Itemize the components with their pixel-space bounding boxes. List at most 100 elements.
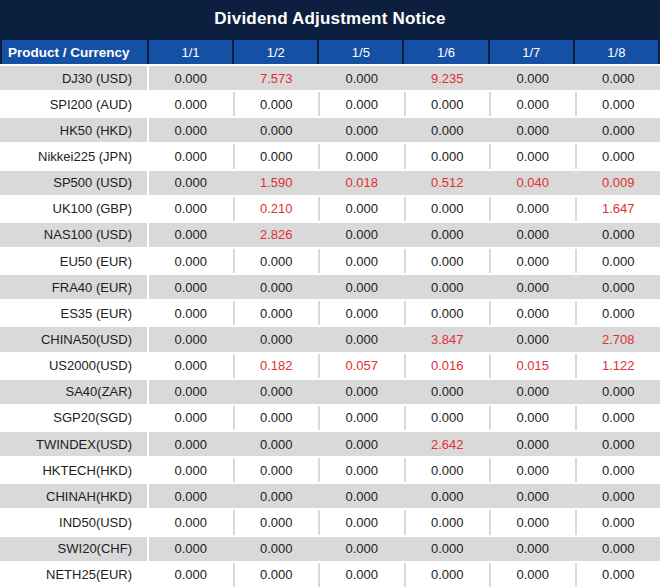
- dividend-value-cell: 0.000: [318, 275, 404, 299]
- table-row: UK100 (GBP)0.0000.2100.0000.0000.0001.64…: [0, 195, 660, 221]
- table-row: ES35 (EUR)0.0000.0000.0000.0000.0000.000: [0, 299, 660, 325]
- table-row: SPI200 (AUD)0.0000.0000.0000.0000.0000.0…: [0, 90, 660, 116]
- dividend-value-cell: 0.000: [147, 563, 233, 587]
- dividend-value-cell: 3.847: [404, 327, 490, 351]
- dividend-value-cell: 0.040: [489, 171, 575, 195]
- dividend-value-cell: 0.000: [233, 249, 319, 273]
- dividend-value-cell: 0.000: [404, 275, 490, 299]
- dividend-value-cell: 0.000: [147, 537, 233, 561]
- dividend-value-cell: 0.000: [318, 223, 404, 247]
- dividend-value-cell: 0.000: [489, 118, 575, 142]
- product-name: HK50 (HKD): [0, 118, 147, 142]
- dividend-value-cell: 0.000: [318, 92, 404, 116]
- dividend-value-cell: 0.000: [147, 92, 233, 116]
- dividend-value-cell: 0.000: [147, 458, 233, 482]
- table-row: SWI20(CHF)0.0000.0000.0000.0000.0000.000: [0, 535, 660, 561]
- dividend-value-cell: 0.000: [318, 118, 404, 142]
- dividend-value-cell: 0.512: [404, 171, 490, 195]
- dividend-value-cell: 0.000: [318, 327, 404, 351]
- dividend-value-cell: 0.000: [489, 537, 575, 561]
- table-row: TWINDEX(USD)0.0000.0000.0002.6420.0000.0…: [0, 430, 660, 456]
- dividend-value-cell: 0.000: [233, 406, 319, 430]
- column-header-date-1: 1/1: [149, 40, 232, 64]
- dividend-value-cell: 0.000: [233, 458, 319, 482]
- dividend-value-cell: 0.000: [147, 432, 233, 456]
- dividend-value-cell: 0.000: [489, 484, 575, 508]
- table-row: IND50(USD)0.0000.0000.0000.0000.0000.000: [0, 508, 660, 534]
- product-name: NAS100 (USD): [0, 223, 147, 247]
- product-name: Nikkei225 (JPN): [0, 144, 147, 168]
- dividend-value-cell: 0.000: [318, 406, 404, 430]
- dividend-value-cell: 0.000: [489, 66, 575, 90]
- dividend-value-cell: 0.000: [404, 458, 490, 482]
- column-header-date-6: 1/8: [575, 40, 658, 64]
- dividend-value-cell: 0.000: [233, 484, 319, 508]
- dividend-value-cell: 0.000: [233, 563, 319, 587]
- product-name: HKTECH(HKD): [0, 458, 147, 482]
- product-name: SA40(ZAR): [0, 380, 147, 404]
- table-row: SP500 (USD)0.0001.5900.0180.5120.0400.00…: [0, 169, 660, 195]
- product-name: CHINA50(USD): [0, 327, 147, 351]
- dividend-value-cell: 0.000: [489, 327, 575, 351]
- column-header-date-4: 1/6: [404, 40, 487, 64]
- column-header-date-3: 1/5: [319, 40, 402, 64]
- dividend-value-cell: 0.000: [489, 510, 575, 534]
- dividend-value-cell: 0.000: [489, 432, 575, 456]
- dividend-value-cell: 1.122: [575, 354, 660, 378]
- dividend-value-cell: 0.000: [489, 197, 575, 221]
- dividend-value-cell: 0.000: [233, 327, 319, 351]
- column-header-product-currency: Product / Currency: [2, 40, 147, 64]
- table-body: DJ30 (USD)0.0007.5730.0009.2350.0000.000…: [0, 64, 660, 587]
- product-name: ES35 (EUR): [0, 301, 147, 325]
- product-name: US2000(USD): [0, 354, 147, 378]
- dividend-value-cell: 0.000: [318, 537, 404, 561]
- product-name: SP500 (USD): [0, 171, 147, 195]
- table-row: HK50 (HKD)0.0000.0000.0000.0000.0000.000: [0, 116, 660, 142]
- dividend-value-cell: 0.009: [575, 171, 660, 195]
- dividend-value-cell: 0.000: [489, 249, 575, 273]
- dividend-value-cell: 0.000: [575, 144, 660, 168]
- dividend-value-cell: 0.000: [489, 144, 575, 168]
- dividend-value-cell: 0.000: [318, 458, 404, 482]
- table-row: Nikkei225 (JPN)0.0000.0000.0000.0000.000…: [0, 142, 660, 168]
- dividend-value-cell: 0.000: [575, 458, 660, 482]
- dividend-value-cell: 0.000: [489, 301, 575, 325]
- table-row: CHINAH(HKD)0.0000.0000.0000.0000.0000.00…: [0, 482, 660, 508]
- dividend-value-cell: 0.000: [147, 144, 233, 168]
- dividend-value-cell: 0.016: [404, 354, 490, 378]
- table-row: NETH25(EUR)0.0000.0000.0000.0000.0000.00…: [0, 561, 660, 587]
- dividend-value-cell: 0.000: [404, 537, 490, 561]
- dividend-value-cell: 0.000: [147, 118, 233, 142]
- product-name: UK100 (GBP): [0, 197, 147, 221]
- dividend-value-cell: 0.000: [147, 406, 233, 430]
- dividend-value-cell: 0.000: [318, 432, 404, 456]
- dividend-value-cell: 2.642: [404, 432, 490, 456]
- dividend-value-cell: 0.000: [233, 432, 319, 456]
- table-row: HKTECH(HKD)0.0000.0000.0000.0000.0000.00…: [0, 456, 660, 482]
- dividend-value-cell: 0.000: [575, 380, 660, 404]
- table-row: SGP20(SGD)0.0000.0000.0000.0000.0000.000: [0, 404, 660, 430]
- dividend-value-cell: 0.000: [147, 249, 233, 273]
- dividend-value-cell: 2.708: [575, 327, 660, 351]
- dividend-value-cell: 0.000: [147, 275, 233, 299]
- dividend-value-cell: 0.000: [233, 510, 319, 534]
- dividend-value-cell: 0.000: [575, 406, 660, 430]
- dividend-value-cell: 0.000: [404, 249, 490, 273]
- dividend-value-cell: 7.573: [233, 66, 319, 90]
- dividend-value-cell: 0.000: [575, 118, 660, 142]
- dividend-value-cell: 0.000: [147, 510, 233, 534]
- dividend-value-cell: 0.000: [575, 537, 660, 561]
- dividend-value-cell: 0.000: [489, 223, 575, 247]
- table-row: DJ30 (USD)0.0007.5730.0009.2350.0000.000: [0, 64, 660, 90]
- dividend-value-cell: 0.000: [489, 275, 575, 299]
- dividend-value-cell: 0.000: [404, 380, 490, 404]
- dividend-value-cell: 9.235: [404, 66, 490, 90]
- product-name: SPI200 (AUD): [0, 92, 147, 116]
- dividend-value-cell: 0.000: [147, 484, 233, 508]
- dividend-value-cell: 0.000: [233, 301, 319, 325]
- dividend-value-cell: 0.000: [147, 171, 233, 195]
- dividend-value-cell: 2.826: [233, 223, 319, 247]
- dividend-value-cell: 0.018: [318, 171, 404, 195]
- dividend-value-cell: 0.000: [575, 249, 660, 273]
- dividend-value-cell: 0.057: [318, 354, 404, 378]
